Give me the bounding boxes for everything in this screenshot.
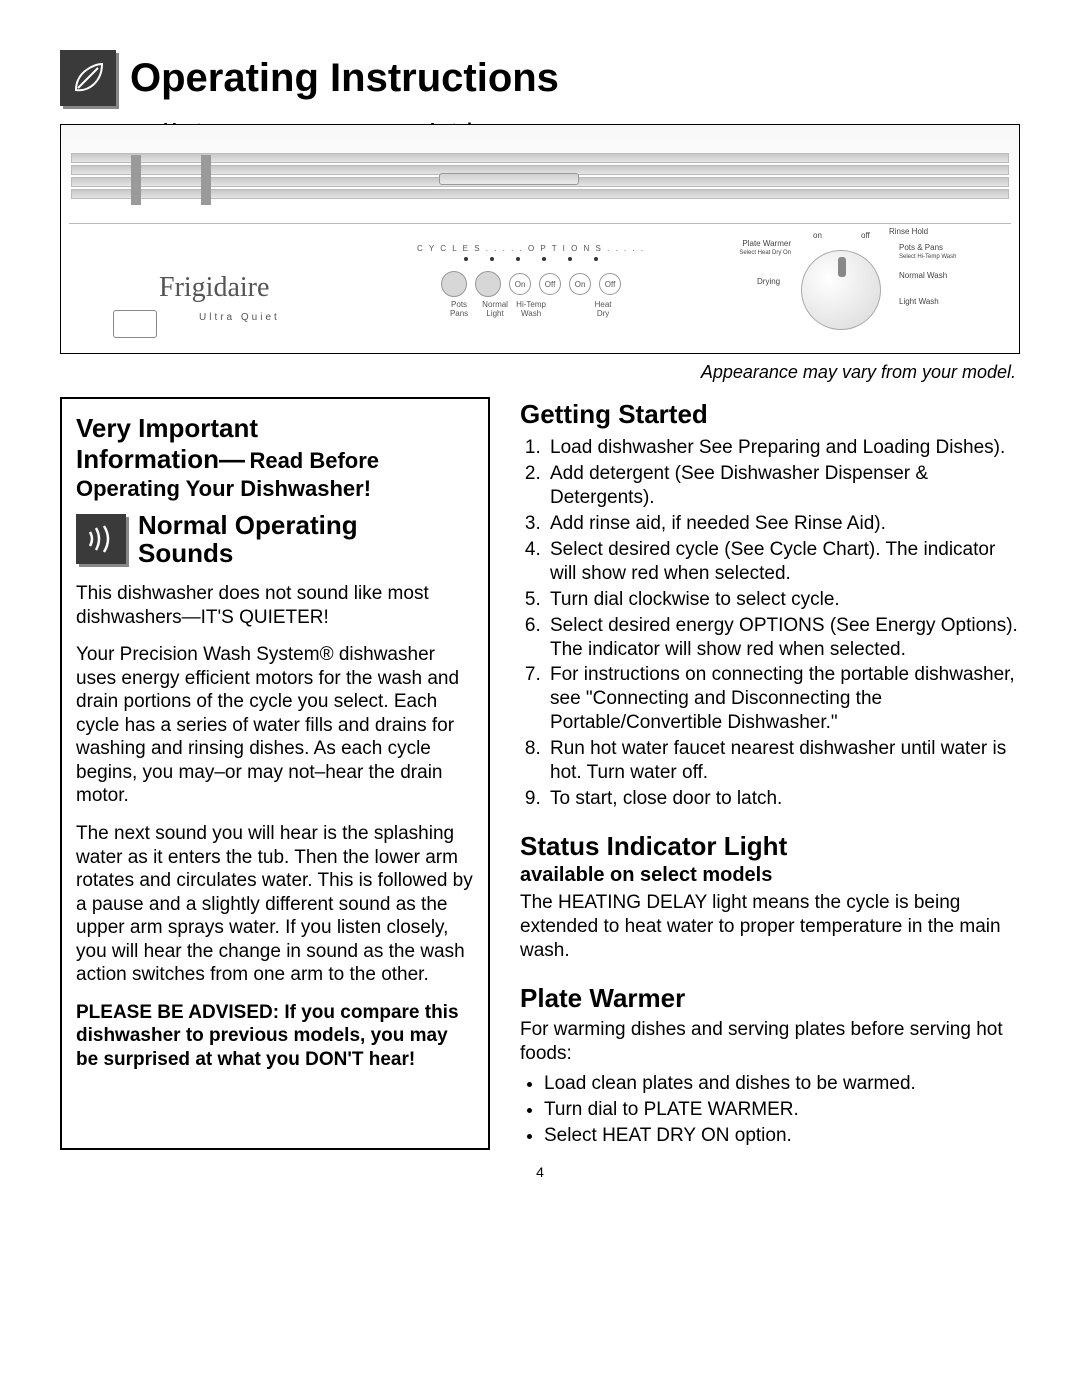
sound-waves-icon [76, 514, 126, 564]
vi-heading-2: Information— Read Before Operating Your … [76, 444, 474, 503]
list-item: Add rinse aid, if needed See Rinse Aid). [546, 512, 1020, 536]
leaf-icon [60, 50, 116, 106]
control-panel-diagram: Vent Latch Frigidaire Ultra Quiet C Y C … [60, 124, 1020, 354]
cycle-button[interactable] [441, 271, 467, 297]
door-top [71, 151, 1009, 213]
panel-box: Frigidaire Ultra Quiet C Y C L E S . . .… [60, 124, 1020, 354]
option-button-on[interactable]: On [509, 273, 531, 295]
btn-label: Hi-Temp Wash [516, 301, 546, 319]
option-button-on[interactable]: On [569, 273, 591, 295]
right-column: Getting Started Load dishwasher See Prep… [520, 397, 1020, 1150]
cycle-button[interactable] [475, 271, 501, 297]
advise-text: PLEASE BE ADVISED: If you compare this d… [76, 1001, 474, 1072]
dial-label-normal: Normal Wash [899, 272, 947, 280]
latch-slot [439, 173, 579, 185]
cycles-label: C Y C L E S . . . . . O P T I O N S . . … [417, 244, 645, 253]
list-item: Add detergent (See Dishwasher Dispenser … [546, 462, 1020, 510]
dial-label-plate-warmer: Plate WarmerSelect Heat Dry On [711, 240, 791, 257]
list-item: Turn dial to PLATE WARMER. [544, 1098, 1020, 1122]
option-button-off[interactable]: Off [539, 273, 561, 295]
plate-warmer-text: For warming dishes and serving plates be… [520, 1018, 1020, 1066]
list-item: Load dishwasher See Preparing and Loadin… [546, 436, 1020, 460]
sounds-heading-row: Normal Operating Sounds [76, 511, 474, 568]
list-item: Select desired cycle (See Cycle Chart). … [546, 538, 1020, 586]
dial-label-pots: Pots & PansSelect Hi-Temp Wash [899, 244, 956, 261]
dial-label-light: Light Wash [899, 298, 939, 306]
status-heading: Status Indicator Light [520, 831, 1020, 862]
list-item: Select desired energy OPTIONS (See Energ… [546, 614, 1020, 662]
content-columns: Very Important Information— Read Before … [60, 397, 1020, 1150]
energy-star-icon [113, 310, 157, 338]
plate-warmer-heading: Plate Warmer [520, 983, 1020, 1014]
brand-logo: Frigidaire [159, 272, 269, 304]
sounds-p2: Your Precision Wash System® dishwasher u… [76, 643, 474, 808]
panel-caption: Appearance may vary from your model. [60, 362, 1016, 383]
sounds-heading: Normal Operating Sounds [138, 511, 358, 568]
btn-label [552, 301, 582, 319]
selector-dial[interactable] [801, 250, 881, 330]
getting-started-heading: Getting Started [520, 399, 1020, 430]
subbrand: Ultra Quiet [199, 312, 280, 323]
btn-label: Pots Pans [444, 301, 474, 319]
dial-label-drying: Drying [757, 278, 780, 286]
list-item: Select HEAT DRY ON option. [544, 1124, 1020, 1148]
sounds-p3: The next sound you will hear is the spla… [76, 822, 474, 987]
plate-warmer-list: Load clean plates and dishes to be warme… [544, 1072, 1020, 1148]
status-text: The HEATING DELAY light means the cycle … [520, 891, 1020, 963]
getting-started-list: Load dishwasher See Preparing and Loadin… [546, 436, 1020, 811]
dial-label-rinse: Rinse Hold [889, 228, 928, 236]
list-item: Load clean plates and dishes to be warme… [544, 1072, 1020, 1096]
list-item: For instructions on connecting the porta… [546, 663, 1020, 735]
cycles-options: C Y C L E S . . . . . O P T I O N S . . … [417, 244, 645, 319]
status-subheading: available on select models [520, 864, 1020, 887]
list-item: Run hot water faucet nearest dishwasher … [546, 737, 1020, 785]
btn-label: Heat Dry [588, 301, 618, 319]
important-box: Very Important Information— Read Before … [60, 397, 490, 1150]
dial-label-on: on [813, 232, 822, 240]
btn-label: Normal Light [480, 301, 510, 319]
sounds-p1: This dishwasher does not sound like most… [76, 582, 474, 629]
title-row: Operating Instructions [60, 50, 1020, 106]
list-item: To start, close door to latch. [546, 787, 1020, 811]
control-area: Frigidaire Ultra Quiet C Y C L E S . . .… [69, 223, 1011, 345]
option-button-off[interactable]: Off [599, 273, 621, 295]
dial-area: Plate WarmerSelect Heat Dry On on off Ri… [711, 230, 971, 340]
page-number: 4 [60, 1164, 1020, 1180]
list-item: Turn dial clockwise to select cycle. [546, 588, 1020, 612]
dial-label-off: off [861, 232, 870, 240]
page-title: Operating Instructions [130, 56, 559, 101]
vi-heading-1: Very Important [76, 413, 474, 444]
